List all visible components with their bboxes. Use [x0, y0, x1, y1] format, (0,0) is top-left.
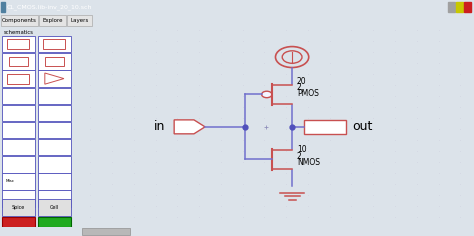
- Bar: [38, 190, 71, 207]
- Text: CL_CMOS.lib-inv_20_10.sch: CL_CMOS.lib-inv_20_10.sch: [7, 4, 92, 10]
- Text: 2: 2: [297, 152, 301, 160]
- Text: Misc: Misc: [6, 180, 15, 184]
- Text: Spice: Spice: [12, 205, 25, 210]
- Bar: [38, 70, 71, 87]
- Text: Cell: Cell: [50, 205, 59, 210]
- Text: Layers: Layers: [71, 18, 89, 23]
- Bar: [38, 139, 71, 155]
- Text: schematics: schematics: [4, 30, 34, 35]
- Bar: [38, 105, 71, 121]
- Bar: [8, 74, 29, 84]
- Text: NMOS: NMOS: [297, 158, 320, 167]
- Bar: [2, 53, 35, 70]
- Bar: [2, 122, 35, 138]
- Text: 2: 2: [297, 83, 301, 92]
- Bar: [43, 39, 65, 49]
- Bar: [2, 199, 35, 216]
- Text: 20: 20: [297, 77, 307, 86]
- Bar: [38, 156, 71, 173]
- Text: out: out: [353, 120, 373, 133]
- Bar: [1, 2, 5, 12]
- Bar: [82, 228, 130, 235]
- Bar: [464, 2, 471, 12]
- Bar: [45, 57, 64, 66]
- Polygon shape: [174, 120, 205, 134]
- Bar: [38, 122, 71, 138]
- Bar: [39, 15, 66, 26]
- Bar: [2, 105, 35, 121]
- Bar: [1, 15, 38, 26]
- Bar: [2, 70, 35, 87]
- Text: Components: Components: [2, 18, 37, 23]
- Bar: [456, 2, 463, 12]
- Bar: [2, 139, 35, 155]
- Bar: [38, 88, 71, 104]
- Bar: [38, 36, 71, 52]
- Bar: [2, 173, 35, 190]
- Circle shape: [262, 91, 272, 98]
- Bar: [304, 120, 346, 134]
- Text: in: in: [154, 120, 165, 133]
- Bar: [38, 173, 71, 190]
- Bar: [67, 15, 92, 26]
- Bar: [2, 36, 35, 52]
- Bar: [8, 39, 29, 49]
- Text: 10: 10: [297, 145, 307, 154]
- Bar: [448, 2, 455, 12]
- Text: Explore: Explore: [42, 18, 63, 23]
- Bar: [38, 217, 71, 227]
- Bar: [9, 57, 28, 66]
- Bar: [38, 53, 71, 70]
- Bar: [2, 190, 35, 207]
- Bar: [2, 88, 35, 104]
- Bar: [2, 217, 35, 227]
- Bar: [2, 156, 35, 173]
- Text: PMOS: PMOS: [297, 89, 319, 98]
- Bar: [38, 199, 71, 216]
